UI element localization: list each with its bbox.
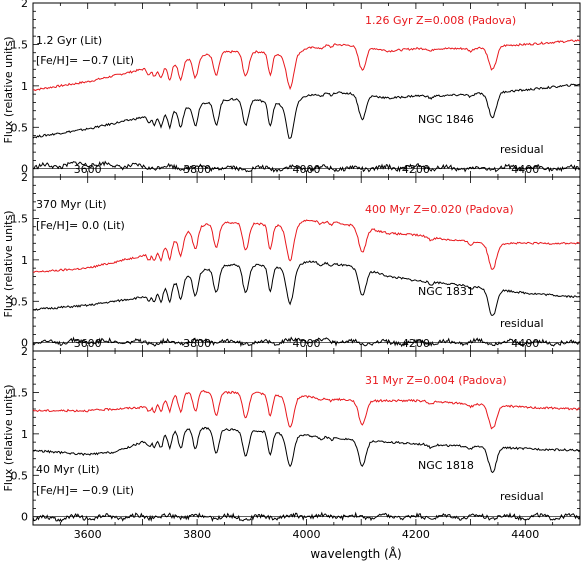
- x-tick-label: 3800: [183, 528, 211, 541]
- x-tick-label: 3800: [183, 163, 211, 176]
- y-tick-label: 1: [21, 428, 28, 441]
- y-tick-label: 0.5: [11, 469, 29, 482]
- y-tick-label: 1: [21, 80, 28, 93]
- observed-spectrum-line: [32, 83, 581, 139]
- x-tick-label: 4400: [511, 163, 539, 176]
- lit-age-label: 1.2 Gyr (Lit): [36, 34, 102, 47]
- x-tick-label: 4200: [402, 163, 430, 176]
- lit-metallicity-label: [Fe/H]= 0.0 (Lit): [36, 219, 125, 232]
- panels: 0 0.5 1 1.5 2 Flux (relative units) 1.2 Gyr (L…: [2, 0, 581, 541]
- y-tick-label: 0: [21, 163, 28, 176]
- x-tick-label: 4400: [511, 528, 539, 541]
- x-tick-label: 3600: [74, 163, 102, 176]
- y-axis-label: Flux (relative units): [2, 211, 15, 318]
- residual-label: residual: [500, 317, 544, 330]
- observed-spectrum-line: [32, 426, 581, 474]
- cluster-label: NGC 1846: [418, 113, 474, 126]
- panel-1: 0 0.5 1 1.5 2 Flux (relative units) 1.2 Gyr (L…: [2, 0, 581, 178]
- panel-2: 0 0.5 1 1.5 2 3600 3800 4000 4200 4400 Flux (relat…: [2, 163, 581, 352]
- model-label: 400 Myr Z=0.020 (Padova): [365, 203, 514, 216]
- lit-metallicity-label: [Fe/H]= −0.7 (Lit): [36, 54, 134, 67]
- y-tick-label: 1.5: [11, 38, 29, 51]
- y-tick-label: 1: [21, 254, 28, 267]
- y-tick-label: 2: [21, 171, 28, 184]
- y-axis-label: Flux (relative units): [2, 37, 15, 144]
- cluster-label: NGC 1818: [418, 459, 474, 472]
- y-axis-label: Flux (relative units): [2, 385, 15, 492]
- model-label: 31 Myr Z=0.004 (Padova): [365, 374, 507, 387]
- y-tick-label: 0: [21, 511, 28, 524]
- x-tick-label: 3800: [183, 337, 211, 350]
- y-tick-label: 0.5: [11, 295, 29, 308]
- panel-frame: [32, 2, 581, 178]
- y-tick-label: 1.5: [11, 212, 29, 225]
- y-tick-label: 2: [21, 0, 28, 10]
- residual-line: [32, 160, 581, 173]
- x-tick-label: 4000: [293, 163, 321, 176]
- model-spectrum-line: [32, 39, 581, 92]
- x-tick-label: 4000: [293, 337, 321, 350]
- model-spectrum-line: [32, 389, 581, 430]
- x-tick-label: 3600: [74, 528, 102, 541]
- residual-label: residual: [500, 490, 544, 503]
- x-tick-label: 4400: [511, 337, 539, 350]
- lit-metallicity-label: [Fe/H]= −0.9 (Lit): [36, 484, 134, 497]
- y-tick-label: 0.5: [11, 121, 29, 134]
- x-tick-label: 4200: [402, 337, 430, 350]
- panel-3: 0 0.5 1 1.5 2 3600 3800 4000 4200 4400 3600 3800 400…: [2, 337, 581, 541]
- model-label: 1.26 Gyr Z=0.008 (Padova): [365, 14, 516, 27]
- residual-line: [32, 511, 581, 523]
- x-tick-label: 4000: [293, 528, 321, 541]
- x-tick-label: 4200: [402, 528, 430, 541]
- residual-line: [32, 336, 581, 348]
- observed-spectrum-line: [32, 260, 581, 316]
- lit-age-label: 40 Myr (Lit): [36, 463, 100, 476]
- y-tick-label: 0: [21, 337, 28, 350]
- x-axis-label: wavelength (Å): [310, 546, 401, 561]
- lit-age-label: 370 Myr (Lit): [36, 198, 107, 211]
- model-spectrum-line: [32, 219, 581, 273]
- y-tick-label: 2: [21, 345, 28, 358]
- x-tick-label: 3600: [74, 337, 102, 350]
- y-tick-label: 1.5: [11, 386, 29, 399]
- cluster-label: NGC 1831: [418, 285, 474, 298]
- residual-label: residual: [500, 143, 544, 156]
